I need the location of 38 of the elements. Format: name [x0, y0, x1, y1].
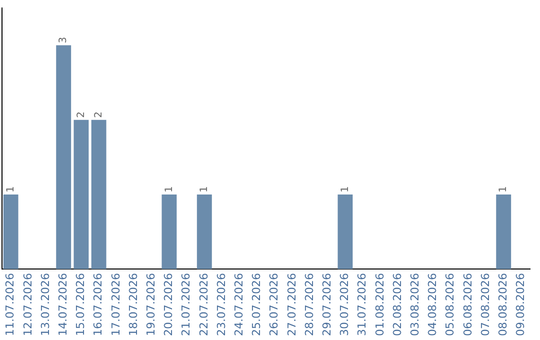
x-tick-label: 28.07.2026: [302, 273, 316, 336]
x-tick-label: 26.07.2026: [268, 273, 281, 336]
x-tick-label: 05.08.2026: [444, 273, 457, 336]
x-tick-label: 17.07.2026: [109, 273, 122, 336]
x-tick-label: 03.08.2026: [408, 273, 422, 336]
x-tick-label: 25.07.2026: [250, 273, 264, 336]
x-tick-label: 07.08.2026: [478, 273, 492, 336]
x-tick-label: 31.07.2026: [356, 273, 369, 336]
x-tick-label: 22.07.2026: [197, 273, 210, 336]
data-label: 1: [164, 186, 175, 192]
x-tick-label: 19.07.2026: [144, 273, 158, 336]
x-tick-label: 08.08.2026: [496, 273, 510, 336]
x-tick-label: 18.07.2026: [126, 273, 140, 336]
x-tick-label: 16.07.2026: [92, 273, 105, 336]
x-tick-label: 04.08.2026: [426, 273, 440, 336]
data-label: 3: [58, 36, 70, 44]
x-tick-label: 27.07.2026: [285, 273, 298, 336]
x-tick-label: 15.07.2026: [74, 273, 88, 336]
data-label: 1: [198, 186, 210, 192]
x-tick-label: 11.07.2026: [4, 273, 17, 336]
x-tick-label: 09.08.2026: [514, 273, 528, 336]
x-tick-label: 30.07.2026: [338, 273, 352, 336]
x-tick-label: 01.08.2026: [373, 273, 386, 336]
x-tick-label: 20.07.2026: [162, 273, 176, 336]
x-tick-label: 02.08.2026: [390, 273, 404, 336]
data-label: 1: [340, 186, 351, 192]
x-tick-label: 13.07.2026: [38, 273, 52, 336]
x-tick-label: 23.07.2026: [214, 273, 228, 336]
data-label: 1: [498, 186, 510, 192]
data-label: 2: [76, 111, 87, 118]
data-label: 1: [5, 186, 16, 192]
data-label: 2: [93, 111, 104, 118]
x-tick-label: 12.07.2026: [21, 273, 34, 336]
x-tick-label: 29.07.2026: [320, 273, 334, 336]
x-tick-label: 14.07.2026: [56, 273, 70, 336]
x-tick-label: 21.07.2026: [180, 273, 193, 336]
x-tick-label: 06.08.2026: [461, 273, 474, 336]
x-tick-label: 24.07.2026: [232, 273, 246, 336]
